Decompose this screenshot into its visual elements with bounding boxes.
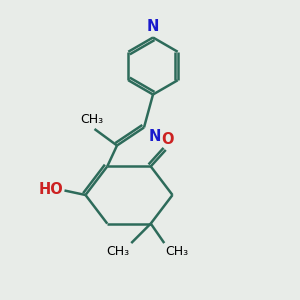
- Text: HO: HO: [38, 182, 63, 196]
- Text: CH₃: CH₃: [106, 245, 130, 259]
- Text: N: N: [148, 129, 161, 144]
- Text: CH₃: CH₃: [80, 113, 104, 126]
- Text: CH₃: CH₃: [166, 245, 189, 259]
- Text: O: O: [161, 132, 173, 147]
- Text: N: N: [147, 19, 159, 34]
